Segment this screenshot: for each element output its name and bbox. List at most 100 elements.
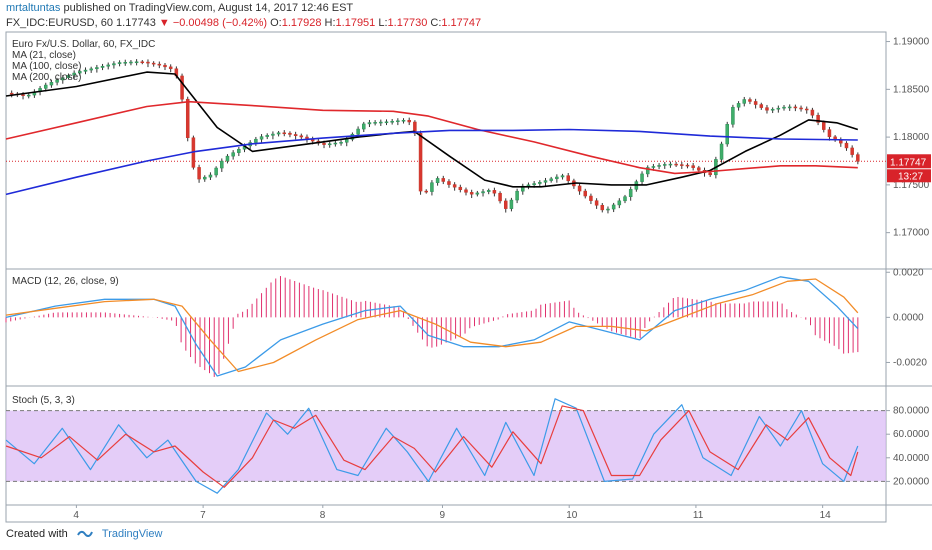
candle: [100, 65, 105, 68]
ma-legend-item: MA (21, close): [12, 50, 76, 61]
price-change: −0.00498 (−0.42%): [172, 17, 268, 29]
candle: [799, 107, 803, 110]
open-label: O:: [270, 17, 282, 29]
candle: [134, 61, 139, 64]
candle: [106, 64, 110, 67]
candle: [95, 67, 99, 70]
stoch-tick-label: 60.0000: [893, 429, 930, 440]
candle: [816, 114, 820, 123]
x-tick-label: 9: [439, 510, 445, 521]
candle: [333, 142, 338, 145]
candle: [719, 143, 724, 160]
ma-line-3: [5, 128, 858, 196]
candle: [140, 61, 145, 64]
candle: [146, 61, 150, 64]
candle: [611, 204, 616, 210]
candle: [469, 192, 474, 195]
candle: [731, 106, 735, 125]
x-tick-label: 10: [566, 510, 578, 521]
candle: [736, 103, 741, 108]
candle: [725, 124, 729, 145]
stoch-k-line: [5, 398, 859, 494]
candle: [367, 122, 372, 125]
candle: [237, 148, 241, 153]
price-tick-label: 1.18000: [893, 132, 930, 143]
candle: [89, 68, 93, 71]
macd-tick-label: 0.0000: [893, 312, 924, 323]
candle: [668, 163, 673, 166]
author-link[interactable]: mrtaltuntas: [6, 2, 61, 14]
candle: [407, 119, 411, 123]
close-value: 1.17747: [441, 17, 482, 29]
ma-line-1: [5, 71, 859, 188]
candle: [509, 199, 514, 209]
candle: [782, 106, 786, 109]
macd-tick-label: 0.0020: [893, 267, 924, 278]
candle: [430, 182, 434, 192]
candle: [322, 142, 326, 145]
ma-legend-item: MA (200, close): [12, 72, 81, 83]
candle: [856, 154, 860, 162]
candle: [600, 205, 605, 211]
candle: [390, 121, 394, 123]
candle: [498, 192, 502, 202]
stoch-tick-label: 20.0000: [893, 476, 930, 487]
countdown-tag: [887, 169, 931, 183]
macd-title: MACD (12, 26, close, 9): [12, 276, 119, 287]
candle: [117, 62, 122, 64]
symbol-label: FX_IDC:EURUSD, 60: [6, 17, 113, 29]
candle: [708, 172, 712, 176]
candle: [492, 190, 497, 194]
candle: [793, 106, 798, 109]
candle: [231, 152, 235, 157]
stoch-title: Stoch (5, 3, 3): [12, 395, 75, 406]
candle: [850, 147, 854, 155]
candle: [418, 133, 423, 192]
price-tick-label: 1.17000: [893, 228, 930, 239]
candle: [339, 142, 343, 144]
ma-legend-item: MA (100, close): [12, 61, 81, 72]
candle: [827, 129, 832, 138]
chart-svg[interactable]: 1.19000 1.18500 1.18000 1.17500 1.17000 Euro …: [0, 0, 932, 528]
tradingview-brand[interactable]: TradingView: [101, 528, 163, 540]
candle: [61, 77, 65, 81]
price-tick-label: 1.18500: [893, 84, 930, 95]
high-value: 1.17951: [335, 17, 376, 29]
candle: [555, 176, 559, 180]
candle: [220, 160, 224, 169]
candle: [680, 164, 684, 166]
candle: [356, 128, 360, 135]
x-tick-label: 8: [320, 510, 326, 521]
candle: [185, 98, 190, 138]
candle: [26, 94, 31, 97]
last-price-tag: [887, 154, 931, 169]
footer: Created with TradingView: [6, 528, 162, 540]
stoch-band: [6, 410, 886, 482]
candle: [413, 121, 417, 134]
candle: [344, 139, 349, 143]
candle: [327, 143, 332, 146]
last-price-tag-label: 1.17747: [890, 157, 927, 168]
candle: [276, 132, 281, 135]
candle: [486, 190, 491, 192]
candle: [481, 191, 485, 194]
candle: [208, 174, 213, 178]
candle: [21, 94, 25, 96]
candle: [452, 184, 457, 188]
candle: [265, 135, 269, 137]
candle: [78, 71, 82, 74]
price-tick-label: 1.17500: [893, 180, 930, 191]
candle: [822, 122, 826, 130]
candle: [282, 132, 287, 135]
candle: [396, 120, 400, 123]
candle: [458, 186, 463, 191]
candle: [685, 164, 690, 167]
candle: [83, 69, 88, 72]
symbol-line: FX_IDC:EURUSD, 60 1.17743 ▼ −0.00498 (−0…: [6, 17, 932, 29]
candle: [628, 189, 633, 197]
candle: [129, 61, 133, 64]
candle: [623, 196, 627, 202]
candle: [163, 64, 167, 68]
macd-line: [5, 276, 859, 377]
created-with-label: Created with: [6, 528, 68, 540]
